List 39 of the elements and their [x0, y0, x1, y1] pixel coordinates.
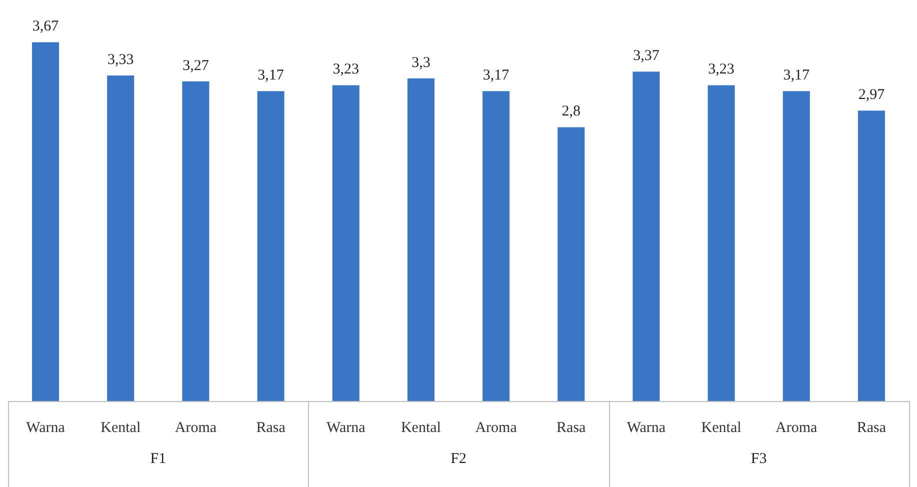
x-tick-label: Rasa	[256, 420, 286, 436]
text: F2	[450, 450, 466, 467]
data-label: 2,8	[562, 104, 580, 120]
x-tick-label: Kental	[400, 420, 441, 436]
bar	[558, 127, 585, 401]
data-label: 3,67	[32, 18, 60, 35]
data-label: 3,27	[182, 58, 210, 74]
x-tick-label: Warna	[626, 420, 666, 436]
x-tick-label: Kental	[701, 420, 742, 436]
data-label: 3,17	[258, 68, 284, 84]
data-label: 3,23	[332, 62, 359, 78]
bar	[257, 91, 284, 401]
x-tick-label: Aroma	[475, 420, 518, 436]
x-tick-label: Warna	[26, 420, 66, 436]
bar	[632, 72, 660, 401]
bar	[332, 85, 360, 401]
data-label: 2,97	[858, 87, 886, 104]
bar	[858, 110, 885, 401]
bar	[32, 42, 60, 401]
x-tick-label: Warna	[326, 420, 366, 436]
bar	[482, 91, 510, 401]
data-label: 3,3	[412, 54, 430, 71]
text: F1	[150, 450, 166, 467]
x-tick-label: Rasa	[856, 420, 886, 436]
data-label: 3,17	[482, 68, 510, 84]
text: F3	[750, 450, 767, 467]
x-tick-label: Aroma	[776, 420, 818, 436]
x-tick-label: Rasa	[556, 420, 586, 436]
x-tick-label: Aroma	[174, 420, 217, 436]
bar	[182, 81, 210, 401]
data-label: 3,37	[633, 48, 660, 64]
data-label: 3,23	[708, 62, 734, 78]
x-tick-label: Kental	[100, 420, 141, 436]
data-label: 3,17	[783, 68, 810, 84]
bar	[708, 85, 735, 401]
bar	[407, 78, 434, 401]
bar	[782, 91, 810, 401]
bar	[107, 75, 134, 401]
data-label: 3,33	[108, 52, 134, 68]
